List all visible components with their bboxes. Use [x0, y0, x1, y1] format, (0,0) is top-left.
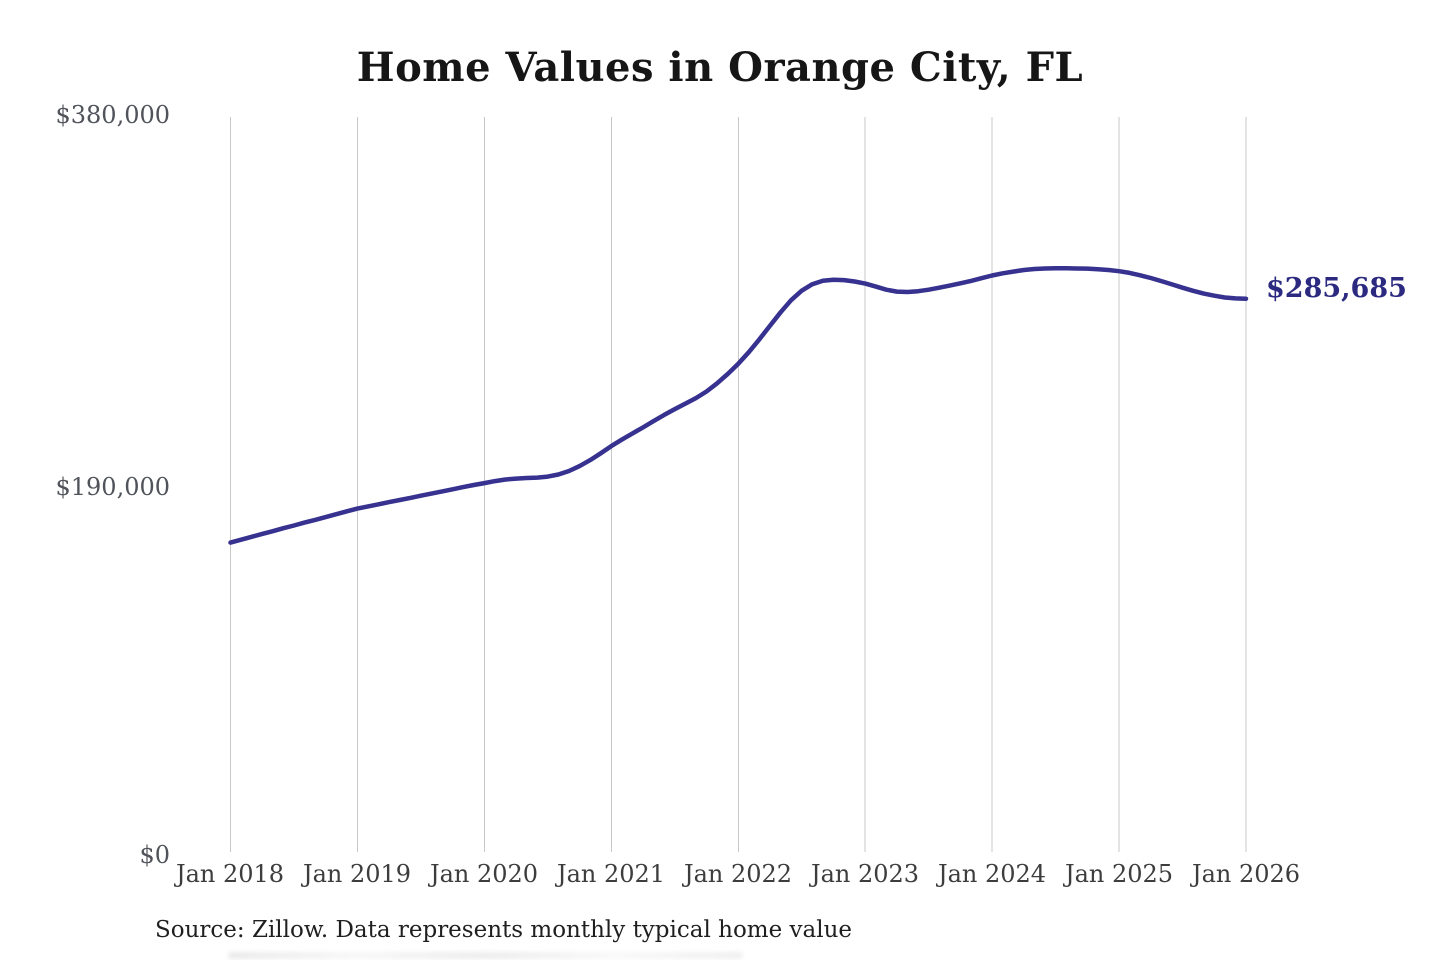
cropped-text-artifact	[228, 952, 743, 959]
x-tick-label-jan-2021: Jan 2021	[556, 860, 666, 888]
x-tick-label-jan-2022: Jan 2022	[683, 860, 793, 888]
source-note: Source: Zillow. Data represents monthly …	[155, 917, 853, 943]
x-tick-label-jan-2023: Jan 2023	[810, 860, 920, 888]
home-value-line	[228, 266, 1249, 545]
x-tick-label-jan-2025: Jan 2025	[1064, 860, 1174, 888]
current-value-label: $285,685	[1266, 273, 1407, 304]
x-tick-label-jan-2024: Jan 2024	[937, 860, 1047, 888]
x-tick-label-jan-2018: Jan 2018	[175, 860, 285, 888]
x-tick-label-jan-2020: Jan 2020	[429, 860, 539, 888]
x-tick-label-jan-2026: Jan 2026	[1191, 860, 1301, 888]
y-tick-label-190000: $190,000	[55, 473, 170, 501]
x-tick-label-jan-2019: Jan 2019	[302, 860, 412, 888]
chart-title: Home Values in Orange City, FL	[356, 44, 1084, 91]
y-tick-label-0: $0	[139, 841, 170, 869]
y-tick-label-380000: $380,000	[55, 101, 170, 129]
vertical-gridlines	[230, 117, 1247, 852]
